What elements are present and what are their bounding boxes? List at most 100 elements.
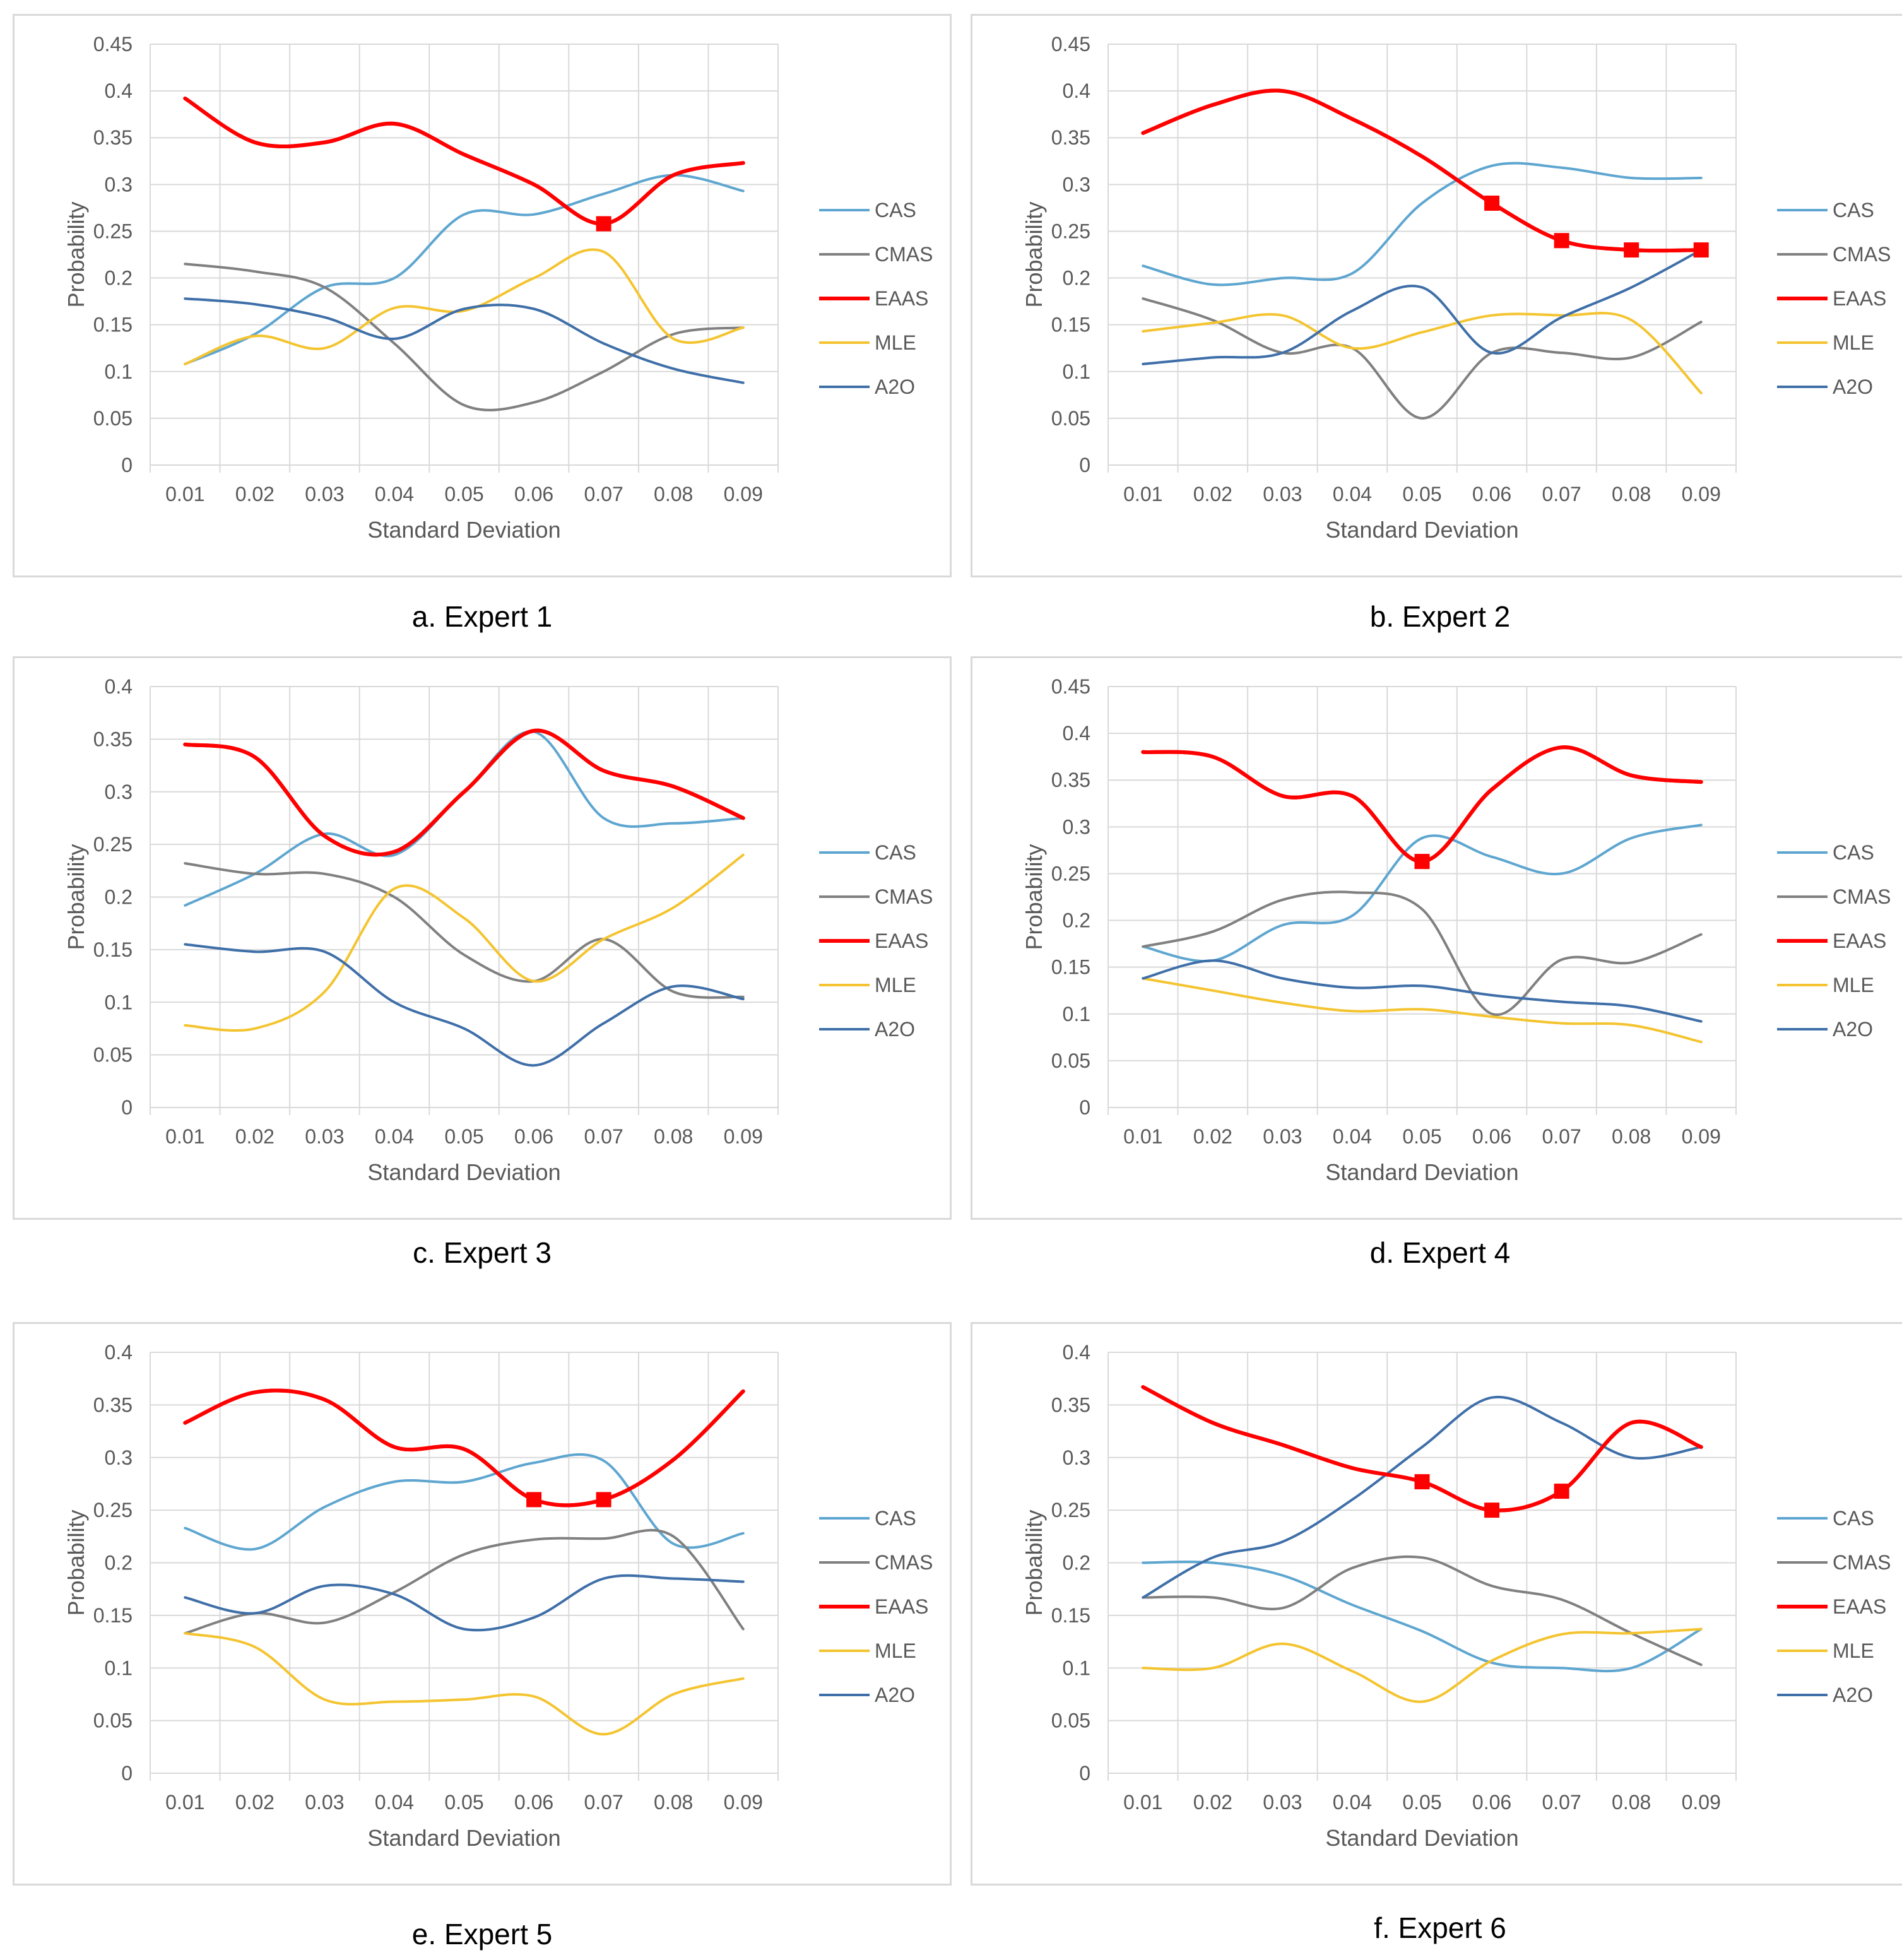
- x-tick-label: 0.03: [1263, 483, 1302, 505]
- x-tick-label: 0.09: [1682, 1791, 1721, 1814]
- x-tick-label: 0.07: [584, 483, 623, 505]
- x-tick-label: 0.09: [724, 1125, 763, 1148]
- legend-item-cmas: CMAS: [1777, 885, 1891, 908]
- caption-a: a. Expert 1: [411, 600, 553, 633]
- y-tick-label: 0.1: [105, 991, 133, 1013]
- y-axis-title: Probability: [1021, 201, 1047, 307]
- legend-item-cas: CAS: [819, 199, 916, 221]
- x-tick-label: 0.09: [724, 1791, 763, 1814]
- series-line-a2o: [1142, 249, 1703, 365]
- series-line-mle: [184, 853, 745, 1032]
- y-axis-title: Probability: [63, 844, 89, 950]
- legend-label: CAS: [875, 841, 916, 864]
- y-tick-label: 0.05: [1051, 1709, 1090, 1732]
- x-tick-label: 0.05: [444, 483, 483, 505]
- legend-item-cmas: CMAS: [819, 885, 933, 908]
- x-tick-label: 0.01: [1123, 483, 1162, 505]
- x-tick-label: 0.08: [1612, 1791, 1651, 1814]
- legend-label: A2O: [875, 375, 915, 398]
- panel-d: 0 0.05 0.1 0.15 0.2 0.25 0.3 0.35 0.4 0.45 0.01 0.0…: [971, 656, 1902, 1220]
- eaas-marker: [1484, 195, 1500, 211]
- y-tick-label: 0.15: [1051, 956, 1090, 979]
- legend-item-mle: MLE: [1777, 974, 1874, 996]
- x-tick-label: 0.08: [654, 483, 693, 505]
- y-tick-label: 0.1: [105, 1656, 133, 1679]
- x-axis-title: Standard Deviation: [1325, 1825, 1518, 1851]
- x-tick-label: 0.05: [1402, 1791, 1441, 1814]
- legend-label: A2O: [1833, 1684, 1873, 1706]
- series-line-a2o: [184, 297, 745, 384]
- y-tick-label: 0.4: [105, 1341, 133, 1364]
- gridlines: [1108, 686, 1737, 1115]
- x-tick-label: 0.09: [1682, 1125, 1721, 1148]
- legend-item-cas: CAS: [1777, 841, 1874, 864]
- y-tick-label: 0.05: [93, 407, 133, 430]
- x-tick-label: 0.02: [1193, 1791, 1232, 1814]
- legend-item-a2o: A2O: [819, 1684, 915, 1706]
- legend-label: EAAS: [875, 287, 928, 310]
- eaas-marker: [526, 1492, 542, 1508]
- chart-svg: 0 0.05 0.1 0.15 0.2 0.25 0.3 0.35 0.4 0.01 0.02 0.0…: [63, 675, 933, 1185]
- x-tick-label: 0.02: [1193, 483, 1232, 505]
- series-line-cas: [1142, 824, 1703, 963]
- y-tick-label: 0.4: [1063, 1341, 1090, 1364]
- y-tick-label: 0.05: [93, 1709, 133, 1732]
- y-tick-label: 0: [1079, 454, 1090, 476]
- y-axis-title: Probability: [63, 1509, 89, 1615]
- legend-label: EAAS: [1833, 287, 1886, 310]
- series-line-cas: [1142, 162, 1703, 286]
- x-tick-label: 0.05: [444, 1791, 483, 1814]
- y-tick-label: 0.15: [93, 938, 133, 961]
- x-tick-label: 0.07: [1542, 483, 1581, 505]
- legend-label: CAS: [1833, 841, 1874, 864]
- x-tick-label: 0.04: [1333, 1791, 1372, 1814]
- x-tick-label: 0.06: [514, 483, 553, 505]
- x-tick-label: 0.01: [165, 1791, 204, 1814]
- legend-label: A2O: [1833, 375, 1873, 398]
- y-tick-label: 0.4: [1063, 80, 1090, 102]
- chart-svg: 0 0.05 0.1 0.15 0.2 0.25 0.3 0.35 0.4 0.45 0.01 0.0…: [1021, 33, 1891, 543]
- series-line-cmas: [1142, 297, 1703, 420]
- y-tick-label: 0.35: [1051, 126, 1090, 149]
- x-tick-label: 0.04: [375, 1125, 414, 1148]
- legend-label: CMAS: [875, 243, 933, 266]
- legend-item-cmas: CMAS: [819, 1551, 933, 1574]
- x-tick-label: 0.03: [1263, 1125, 1302, 1148]
- panel-f: 0 0.05 0.1 0.15 0.2 0.25 0.3 0.35 0.4 0.01 0.02 0.0…: [971, 1322, 1902, 1886]
- legend-item-eaas: EAAS: [819, 287, 928, 310]
- x-tick-label: 0.03: [305, 483, 344, 505]
- y-tick-label: 0.35: [93, 126, 133, 149]
- caption-f: f. Expert 6: [1374, 1911, 1506, 1944]
- y-tick-label: 0.2: [1063, 909, 1090, 932]
- legend-label: MLE: [1833, 1639, 1874, 1662]
- series-line-cmas: [184, 1528, 745, 1635]
- legend-item-cmas: CMAS: [1777, 1551, 1891, 1574]
- legend-label: CMAS: [1833, 1551, 1891, 1574]
- x-tick-label: 0.01: [1123, 1125, 1162, 1148]
- legend-item-cmas: CMAS: [1777, 243, 1891, 266]
- y-tick-label: 0.05: [1051, 1049, 1090, 1072]
- y-tick-label: 0.05: [1051, 407, 1090, 430]
- y-axis-title: Probability: [63, 201, 89, 307]
- series-line-mle: [1142, 312, 1703, 394]
- y-tick-label: 0.4: [105, 675, 133, 698]
- legend-item-a2o: A2O: [1777, 1684, 1873, 1706]
- legend-item-eaas: EAAS: [819, 930, 928, 952]
- legend-item-cas: CAS: [819, 841, 916, 864]
- y-axis-title: Probability: [1021, 1509, 1047, 1615]
- x-tick-label: 0.04: [375, 483, 414, 505]
- y-tick-label: 0.2: [1063, 267, 1090, 290]
- y-tick-label: 0: [121, 1762, 133, 1785]
- legend-item-a2o: A2O: [819, 375, 915, 398]
- legend-item-eaas: EAAS: [1777, 287, 1886, 310]
- series-line-eaas-top: [183, 97, 745, 226]
- legend-label: MLE: [875, 974, 916, 996]
- legend-label: CMAS: [875, 885, 933, 908]
- y-tick-label: 0.35: [1051, 1393, 1090, 1416]
- x-tick-label: 0.09: [1682, 483, 1721, 505]
- x-tick-label: 0.06: [1472, 1125, 1511, 1148]
- series-line-cmas: [184, 263, 745, 411]
- legend-item-cas: CAS: [1777, 1507, 1874, 1530]
- series-line-cas: [184, 174, 745, 365]
- x-axis-title: Standard Deviation: [367, 1159, 560, 1185]
